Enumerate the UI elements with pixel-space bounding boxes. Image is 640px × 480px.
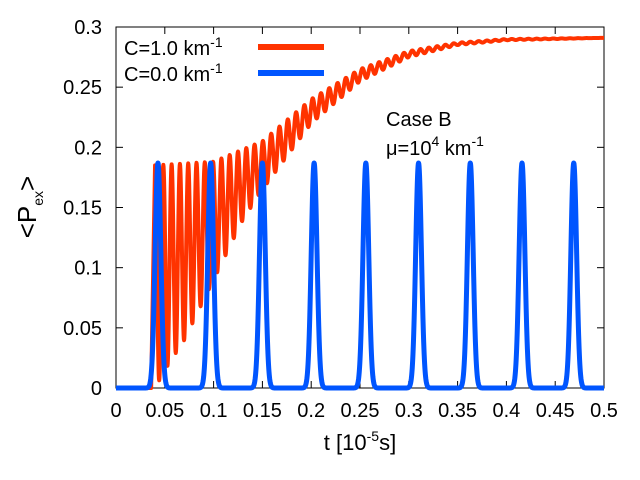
x-tick-label: 0.45 bbox=[536, 400, 575, 422]
y-tick-label: 0.15 bbox=[63, 198, 102, 220]
x-tick-label: 0 bbox=[110, 400, 121, 422]
x-tick-label: 0.15 bbox=[243, 400, 282, 422]
annotation-case: Case B bbox=[386, 109, 452, 131]
y-tick-label: 0.05 bbox=[63, 318, 102, 340]
x-tick-label: 0.05 bbox=[145, 400, 184, 422]
legend: C=1.0 km-1 C=0.0 km-1 bbox=[124, 34, 324, 86]
x-tick-label: 0.5 bbox=[590, 400, 618, 422]
y-tick-label: 0 bbox=[91, 378, 102, 400]
x-tick-label: 0.2 bbox=[297, 400, 325, 422]
x-tick-label: 0.25 bbox=[341, 400, 380, 422]
y-axis-title: <Pex> bbox=[12, 176, 46, 239]
x-tick-label: 0.1 bbox=[200, 400, 228, 422]
legend-label-c-0: C=0.0 km-1 bbox=[124, 60, 223, 86]
series-line-c-0 bbox=[113, 160, 607, 391]
x-tick-labels: 0 0.05 0.1 0.15 0.2 0.25 0.3 0.35 0.4 0.45 0.5 bbox=[110, 400, 617, 422]
annotation-mu: μ=104 km-1 bbox=[386, 133, 484, 160]
x-tick-label: 0.35 bbox=[438, 400, 477, 422]
x-tick-label: 0.4 bbox=[492, 400, 520, 422]
y-tick-label: 0.25 bbox=[63, 77, 102, 99]
y-tick-labels: 0 0.05 0.1 0.15 0.2 0.25 0.3 bbox=[63, 17, 102, 400]
series-line-c-1 bbox=[114, 35, 606, 390]
legend-label-c-1: C=1.0 km-1 bbox=[124, 34, 223, 60]
y-tick-label: 0.2 bbox=[74, 137, 102, 159]
y-tick-label: 0.1 bbox=[74, 258, 102, 280]
x-axis-title: t [10-5s] bbox=[324, 428, 396, 455]
x-tick-label: 0.3 bbox=[395, 400, 423, 422]
y-tick-label: 0.3 bbox=[74, 17, 102, 39]
annotation: Case B μ=104 km-1 bbox=[386, 109, 484, 160]
